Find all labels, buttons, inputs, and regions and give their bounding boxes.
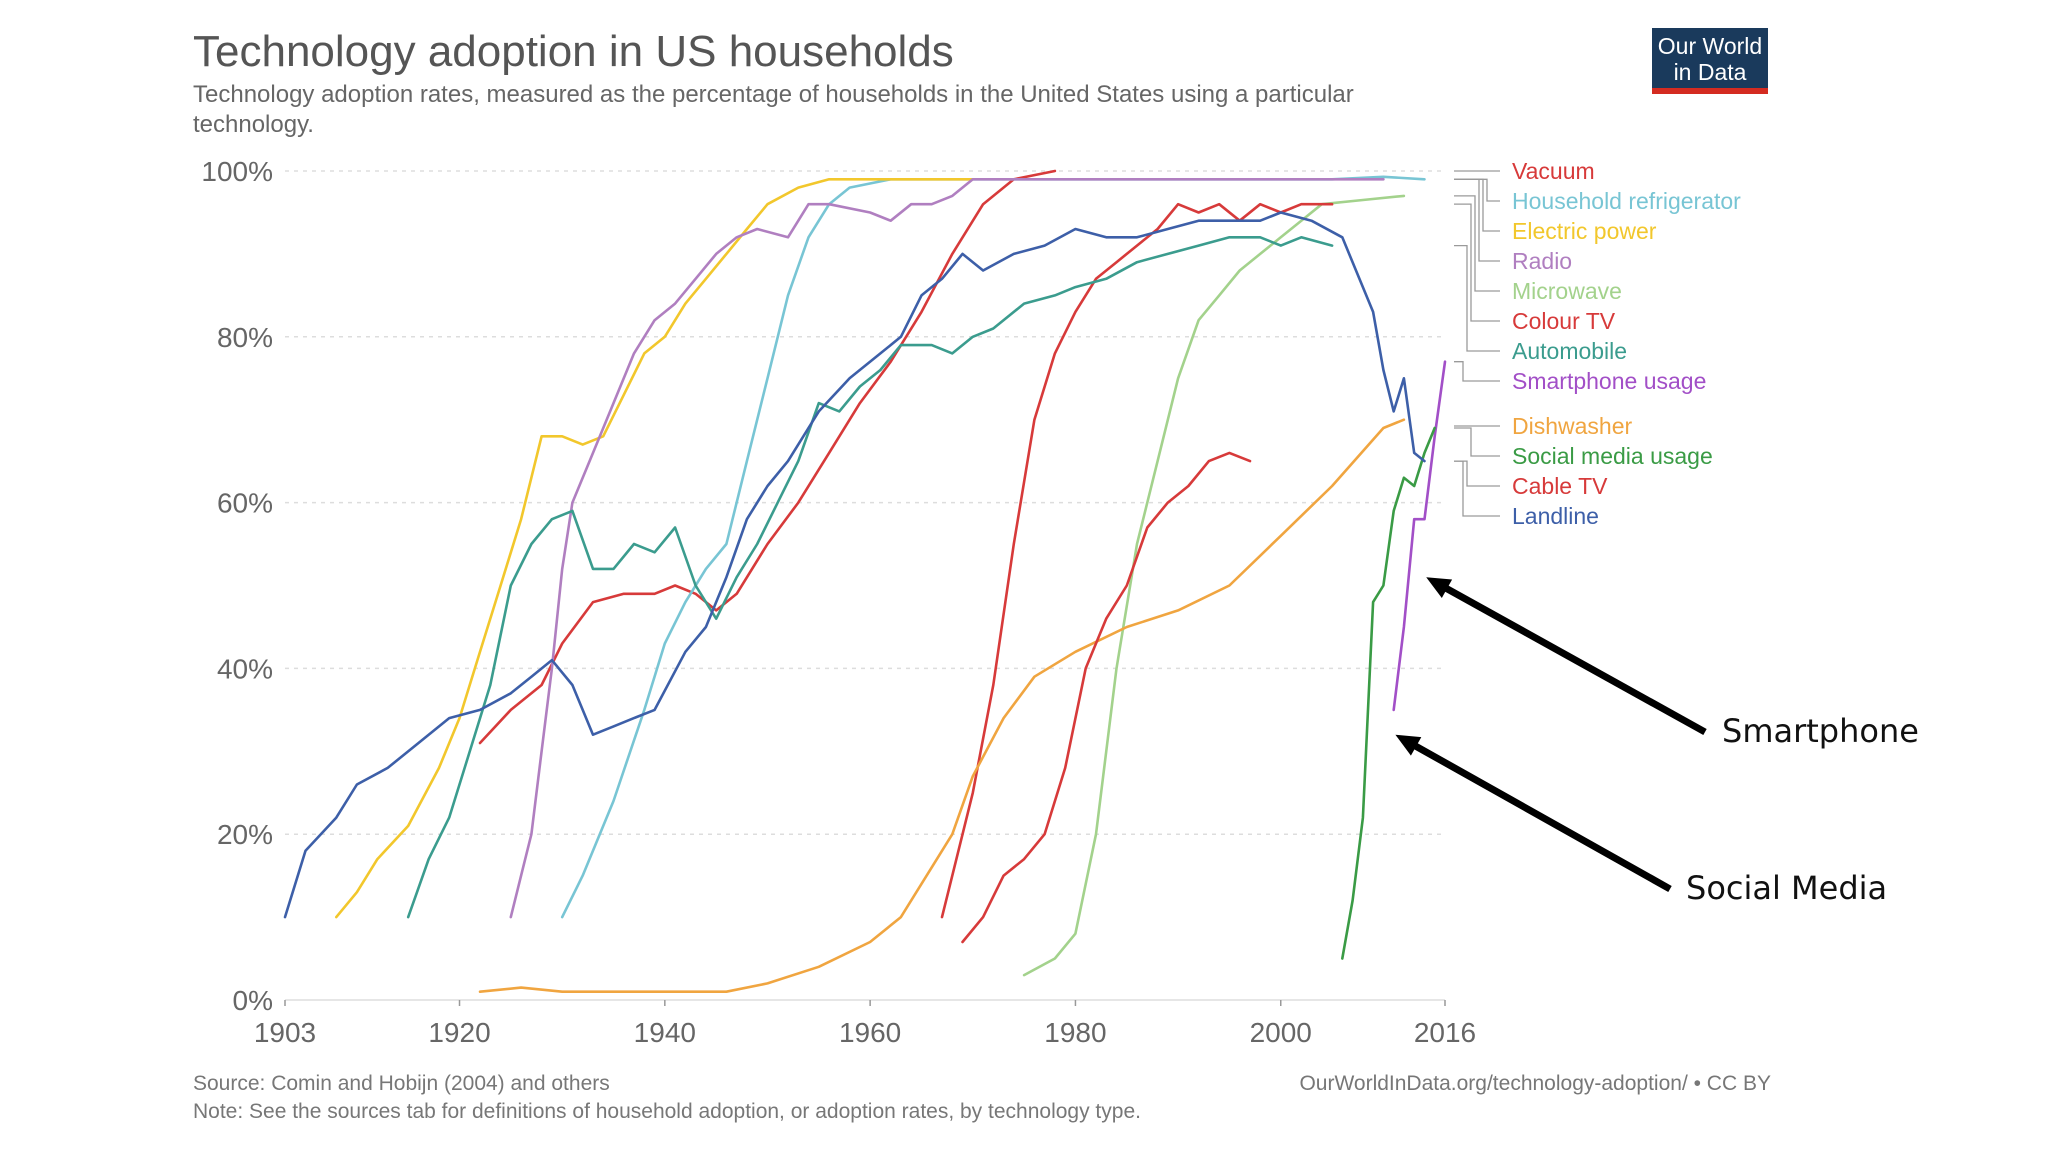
logo-accent-bar [1652,88,1768,94]
y-tick-label: 40% [217,653,273,684]
series-line-colour-tv [940,202,1334,919]
source-url[interactable]: OurWorldInData.org/technology-adoption/ … [1299,1072,1771,1095]
gridlines [285,170,1445,1001]
x-tick-label: 2000 [1250,1017,1312,1048]
series-line-vacuum [478,169,1057,745]
x-axis-ticks: 1903 1920 1940 1960 1980 2000 2016 [254,1000,1476,1048]
logo-line-1: Our World [1658,33,1762,59]
series-line-automobile [406,236,1334,919]
annotation-label: Smartphone [1722,712,1919,750]
y-axis-ticks: 0% 20% 40% 60% 80% 100% [201,156,273,1016]
y-tick-label: 20% [217,819,273,850]
legend-item-cable-tv[interactable]: Cable TV [1512,473,1608,499]
chart-subtitle-line-1: Technology adoption rates, measured as t… [193,81,1354,108]
x-tick-label: 1960 [839,1017,901,1048]
legend-connector [1454,460,1500,517]
legend-item-smartphone-usage[interactable]: Smartphone usage [1512,368,1706,394]
x-tick-label: 1920 [428,1017,490,1048]
series-line-radio [509,178,1385,919]
series-line-smartphone-usage [1392,360,1447,712]
legend-item-landline[interactable]: Landline [1512,503,1599,529]
definitions-note: Note: See the sources tab for definition… [193,1100,1141,1123]
x-tick-label: 1940 [634,1017,696,1048]
series-line-cable-tv [961,451,1252,944]
logo-line-2: in Data [1674,59,1747,85]
legend-connector [1454,195,1500,292]
legend-item-microwave[interactable]: Microwave [1512,278,1622,304]
legend-item-colour-tv[interactable]: Colour TV [1512,308,1616,334]
legend: Vacuum Household refrigerator Electric pow… [1454,158,1741,529]
annotation-arrow-head [1426,577,1453,599]
logo-box [1652,28,1768,88]
owid-logo[interactable]: Our World in Data [1652,28,1768,94]
x-tick-label: 1903 [254,1017,316,1048]
legend-item-dishwasher[interactable]: Dishwasher [1512,413,1632,439]
y-tick-label: 100% [201,156,273,187]
series-line-microwave [1022,194,1406,977]
series-line-landline [283,211,1426,919]
series-line-social-media-usage [1341,426,1436,960]
y-tick-label: 0% [233,985,273,1016]
legend-item-radio[interactable]: Radio [1512,248,1572,274]
x-tick-label: 2016 [1414,1017,1476,1048]
legend-item-electric-power[interactable]: Electric power [1512,218,1657,244]
annotations: Smartphone Social Media [1395,577,1919,907]
legend-connector [1454,178,1500,262]
legend-item-social-media-usage[interactable]: Social media usage [1512,443,1713,469]
annotation-arrow-head [1395,734,1422,756]
legend-connector [1454,427,1500,457]
legend-connector [1454,244,1500,352]
series-line-dishwasher [478,418,1406,993]
legend-item-automobile[interactable]: Automobile [1512,338,1627,364]
chart-title: Technology adoption in US households [193,27,954,76]
legend-item-vacuum[interactable]: Vacuum [1512,158,1595,184]
y-tick-label: 60% [217,488,273,519]
source-note: Source: Comin and Hobijn (2004) and othe… [193,1072,610,1095]
series-line-electric-power [335,178,975,919]
x-tick-label: 1980 [1044,1017,1106,1048]
annotation-arrow-shaft [1441,583,1707,736]
y-tick-label: 80% [217,322,273,353]
legend-item-household-refrigerator[interactable]: Household refrigerator [1512,188,1741,214]
legend-connector [1454,361,1500,382]
annotation-arrow-shaft [1410,741,1672,893]
annotation-label: Social Media [1686,869,1887,907]
legend-connector [1454,203,1500,322]
chart-subtitle-line-2: technology. [193,111,314,138]
series-lines [283,169,1447,993]
